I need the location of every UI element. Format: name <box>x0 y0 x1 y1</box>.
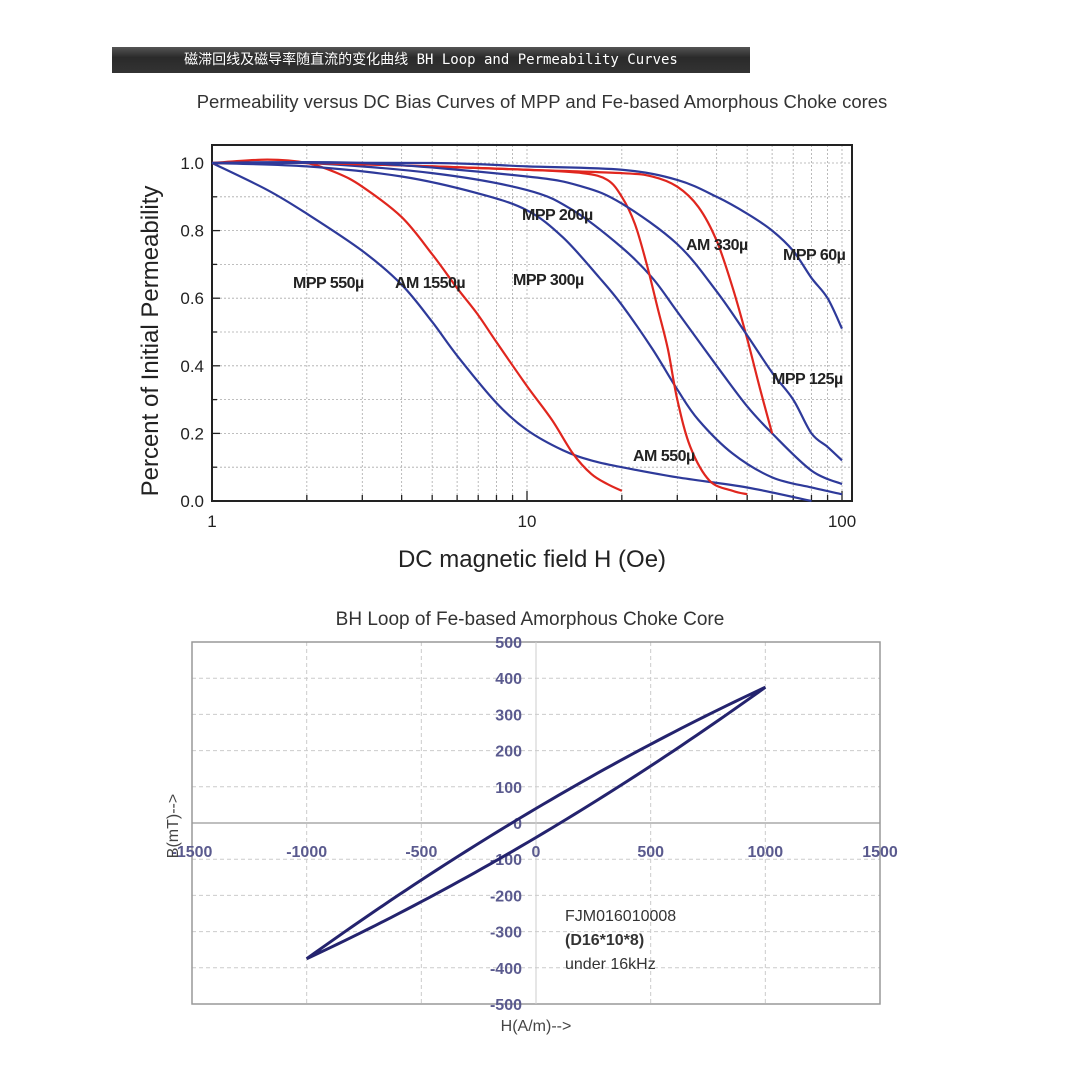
y-tick-label: 500 <box>495 635 522 652</box>
series-label-mpp-200: MPP 200µ <box>522 207 593 224</box>
series-label-am-550: AM 550µ <box>633 448 695 465</box>
y-tick-label: 0.8 <box>180 222 204 241</box>
annotation-1: FJM016010008 <box>565 908 676 925</box>
y-axis-label: Percent of Initial Permeability <box>137 186 164 497</box>
series-line-mpp-200 <box>211 161 843 486</box>
x-tick-label: 1000 <box>748 844 784 861</box>
series-label-mpp-125: MPP 125µ <box>772 371 843 388</box>
y-tick-label: -400 <box>490 961 522 978</box>
x-tick-label: 1 <box>207 512 216 531</box>
x-axis-label: H(A/m)--> <box>501 1018 572 1035</box>
x-tick-label: -500 <box>405 844 437 861</box>
bh-loop-curve <box>305 685 767 961</box>
chart-title: Permeability versus DC Bias Curves of MP… <box>197 91 888 112</box>
y-tick-label: 1.0 <box>180 154 204 173</box>
series-line-mpp-550 <box>211 162 812 503</box>
x-axis-label: DC magnetic field H (Oe) <box>398 546 666 573</box>
x-tick-label: -1500 <box>172 844 213 861</box>
y-axis-label: B(mT)--> <box>165 794 182 858</box>
y-tick-label: -500 <box>490 997 522 1014</box>
x-tick-label: 500 <box>637 844 664 861</box>
y-tick-label: 0.2 <box>180 424 204 443</box>
header-banner: 磁滞回线及磁导率随直流的变化曲线 BH Loop and Permeabilit… <box>112 47 750 73</box>
annotation-2: (D16*10*8) <box>565 932 644 949</box>
series-label-mpp-300: MPP 300µ <box>513 272 584 289</box>
series-line-mpp-125 <box>211 160 843 462</box>
y-tick-label: 0 <box>513 816 522 833</box>
series-label-am-1550: AM 1550µ <box>395 275 465 292</box>
y-tick-label: 0.0 <box>180 492 204 511</box>
plot-frame <box>211 144 853 502</box>
series-label-am-330: AM 330µ <box>686 237 748 254</box>
annotation-3: under 16kHz <box>565 956 656 973</box>
y-tick-label: 0.6 <box>180 289 204 308</box>
x-tick-label: 1500 <box>862 844 898 861</box>
x-tick-label: 0 <box>532 844 541 861</box>
series-line-am-550 <box>211 161 748 496</box>
y-tick-label: -200 <box>490 888 522 905</box>
x-tick-label: 10 <box>518 512 537 531</box>
y-tick-label: 300 <box>495 707 522 724</box>
y-tick-label: 200 <box>495 744 522 761</box>
series-line-mpp-60 <box>211 161 843 330</box>
y-tick-label: 100 <box>495 780 522 797</box>
series-label-mpp-60: MPP 60µ <box>783 247 846 264</box>
chart-title: BH Loop of Fe-based Amorphous Choke Core <box>336 609 725 630</box>
y-tick-label: 400 <box>495 671 522 688</box>
series-label-mpp-550: MPP 550µ <box>293 275 364 292</box>
x-tick-label: 100 <box>828 512 856 531</box>
y-tick-label: -100 <box>490 852 522 869</box>
y-tick-label: 0.4 <box>180 357 204 376</box>
x-tick-label: -1000 <box>286 844 327 861</box>
series-line-mpp-300 <box>211 161 843 496</box>
y-tick-label: -300 <box>490 925 522 942</box>
